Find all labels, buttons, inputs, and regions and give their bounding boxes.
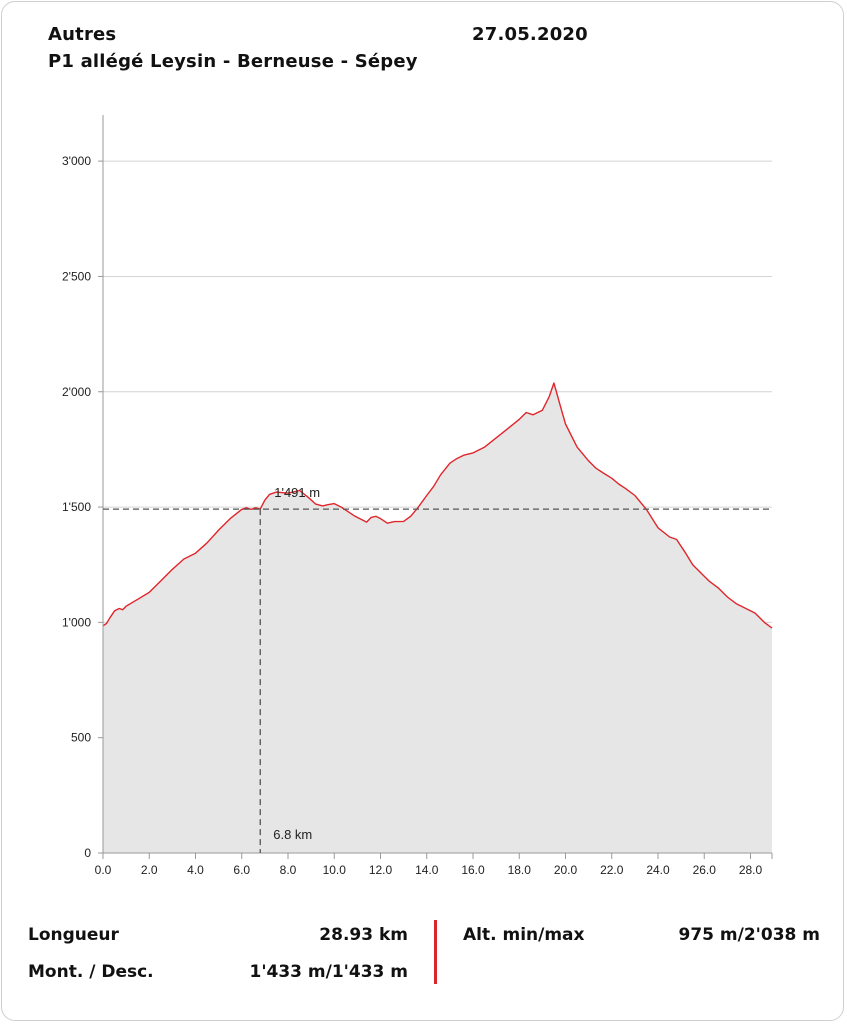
y-tick-label: 2'000: [62, 385, 91, 399]
x-tick-label: 4.0: [187, 863, 204, 877]
x-tick-label: 6.0: [233, 863, 250, 877]
x-tick-label: 18.0: [508, 863, 532, 877]
altitude-min-max-value: 975 m/2'038 m: [678, 925, 820, 945]
y-tick-label: 0: [84, 846, 91, 860]
activity-date: 27.05.2020: [472, 24, 588, 45]
elevation-area: [103, 383, 772, 853]
x-tick-label: 24.0: [646, 863, 670, 877]
elevation-profile-chart: 0 500 1'000 1'500 2'000 2'500 3'000 0.0 2.0 4.0 6.…: [62, 115, 773, 877]
x-tick-label: 22.0: [600, 863, 624, 877]
x-tick-label: 12.0: [369, 863, 393, 877]
y-tick-label: 2'500: [62, 269, 91, 283]
y-tick-label: 1'500: [62, 500, 91, 514]
x-tick-label: 26.0: [693, 863, 717, 877]
x-tick-label: 2.0: [141, 863, 158, 877]
x-tick-label: 16.0: [461, 863, 485, 877]
ascent-descent-value: 1'433 m/1'433 m: [249, 962, 408, 982]
x-tick-label: 8.0: [280, 863, 297, 877]
y-tick-label: 500: [71, 731, 91, 745]
ascent-descent-label: Mont. / Desc.: [28, 962, 154, 982]
length-value: 28.93 km: [319, 925, 408, 945]
x-tick-label: 14.0: [415, 863, 439, 877]
length-label: Longueur: [28, 925, 119, 945]
x-tick-label: 10.0: [323, 863, 347, 877]
y-tick-label: 3'000: [62, 154, 91, 168]
y-tick-label: 1'000: [62, 615, 91, 629]
marker-altitude-label: 1'491 m: [274, 485, 320, 500]
route-name: P1 allégé Leysin - Berneuse - Sépey: [48, 51, 418, 72]
stats-divider: [434, 920, 437, 984]
x-tick-label: 20.0: [554, 863, 578, 877]
x-tick-label: 28.0: [739, 863, 763, 877]
marker-distance-label: 6.8 km: [273, 827, 312, 842]
altitude-min-max-label: Alt. min/max: [463, 925, 585, 945]
activity-category: Autres: [48, 24, 117, 45]
x-tick-label: 0.0: [95, 863, 112, 877]
